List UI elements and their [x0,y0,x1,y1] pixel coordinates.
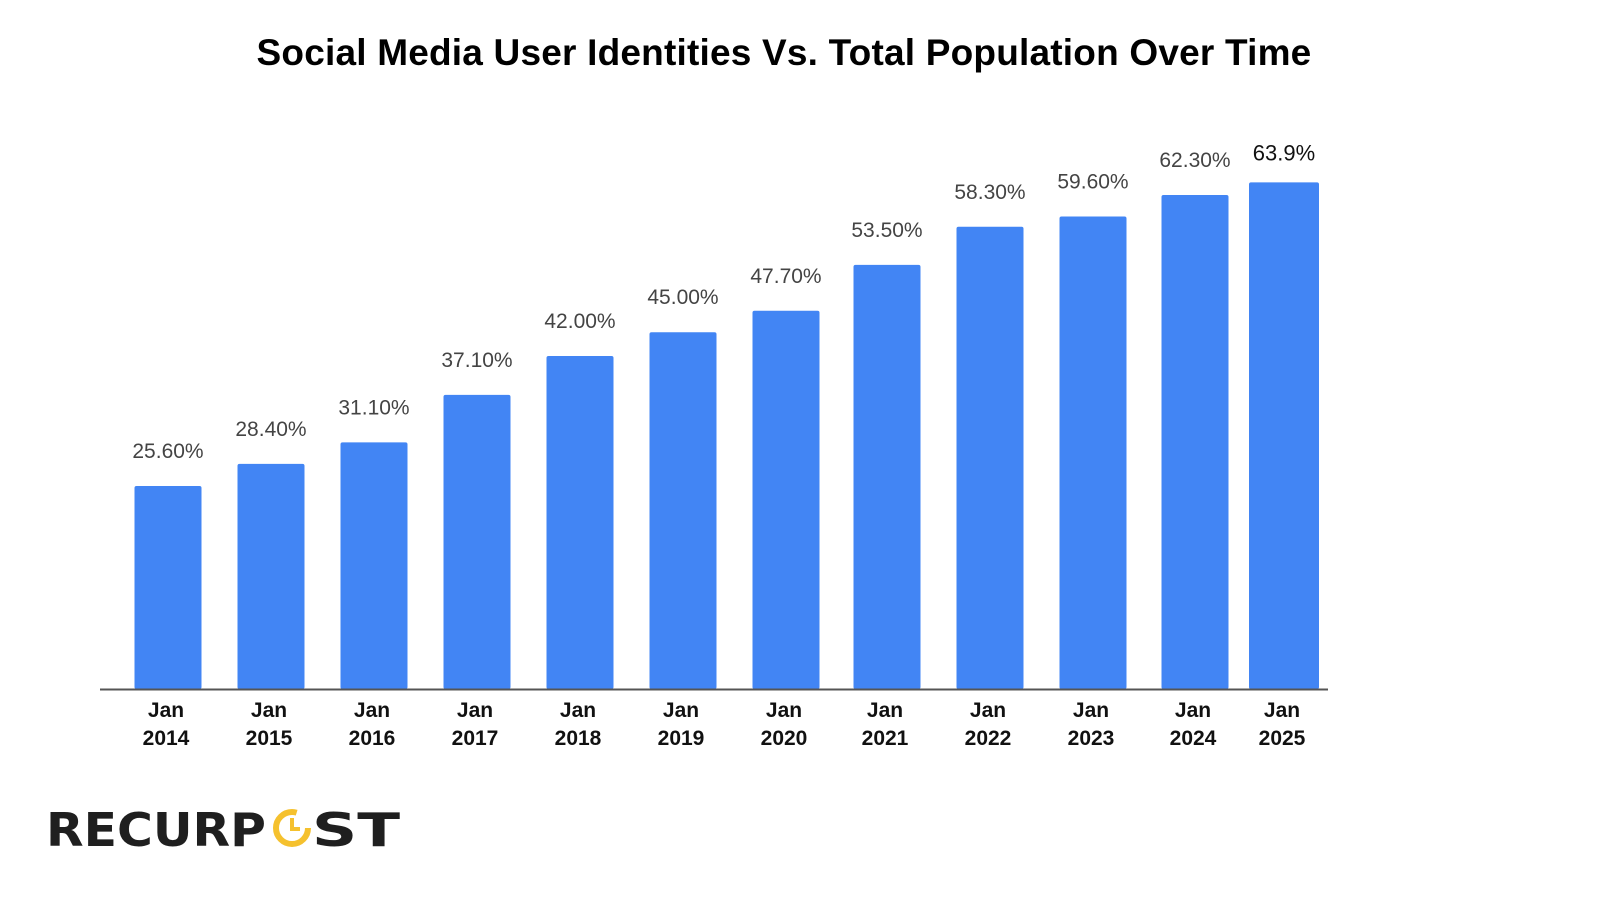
x-tick-label: Jan [663,699,699,722]
bar [237,463,305,689]
x-tick-label: 2023 [1068,727,1115,750]
data-label: 31.10% [338,396,409,419]
x-tick-label: Jan [457,699,493,722]
x-tick-label: 2018 [555,727,602,750]
x-tick-label: 2019 [658,727,705,750]
x-tick-label: Jan [970,699,1006,722]
data-label: 58.30% [954,181,1025,204]
chart-title: Social Media User Identities Vs. Total P… [256,32,1312,73]
bar [649,332,717,689]
x-tick-label: Jan [251,699,287,722]
x-tick-label: 2020 [761,727,808,750]
x-tick-label: Jan [1073,699,1109,722]
x-tick-label: Jan [560,699,596,722]
bar [443,394,511,689]
data-label: 42.00% [544,310,615,333]
svg-text:ST: ST [312,803,401,852]
bar [1161,195,1229,690]
bar [1249,182,1319,689]
data-label: 47.70% [750,265,821,288]
x-tick-label: 2021 [862,727,909,750]
data-label: 28.40% [235,418,306,441]
x-tick-label: Jan [354,699,390,722]
x-tick-label: Jan [1264,699,1300,722]
x-tick-label: 2024 [1170,727,1217,750]
bar [1059,216,1127,689]
x-tick-label: Jan [766,699,802,722]
bar [956,226,1024,689]
x-tick-label: 2025 [1259,727,1306,750]
x-tick-label: 2015 [246,727,293,750]
bar [752,310,820,689]
data-label: 63.9% [1253,140,1315,165]
data-label: 59.60% [1057,170,1128,193]
bar [340,442,408,689]
data-label: 37.10% [441,349,512,372]
x-tick-label: 2014 [143,727,190,750]
x-tick-label: 2017 [452,727,499,750]
data-label: 45.00% [647,286,718,309]
data-label: 62.30% [1159,149,1230,172]
x-tick-label: 2022 [965,727,1012,750]
bar [134,486,202,689]
bar [853,264,921,689]
bar [546,356,614,689]
x-tick-label: Jan [867,699,903,722]
recurpost-logo: RECURP ST [46,803,401,852]
x-tick-label: Jan [1175,699,1211,722]
x-tick-label: Jan [148,699,184,722]
svg-text:RECURP: RECURP [46,803,266,852]
data-label: 53.50% [851,219,922,242]
x-tick-label: 2016 [349,727,396,750]
data-label: 25.60% [132,440,203,463]
